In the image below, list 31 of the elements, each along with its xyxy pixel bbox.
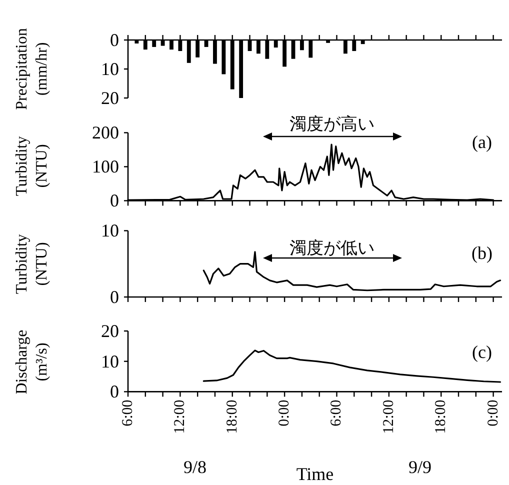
x-tick-label: 0:00 <box>485 400 502 426</box>
text: 9/9 <box>408 457 432 477</box>
text: 9/8 <box>183 457 207 477</box>
y-tick-label: 200 <box>92 122 119 143</box>
y-tick-label: 0 <box>110 382 119 402</box>
x-tick-label: 6:00 <box>120 400 136 426</box>
annotation: 濁度が高い <box>290 114 374 134</box>
y-axis-title: Turbidity (NTU) <box>14 234 50 294</box>
y-tick-label: 10 <box>101 220 119 241</box>
annotation: (c) <box>472 342 492 362</box>
y-tick-label: 20 <box>101 88 119 108</box>
x-axis-title: Time <box>296 464 334 484</box>
x-tick-label: 12:00 <box>172 400 188 434</box>
y-axis-title: Discharge (m³/s) <box>14 330 50 394</box>
y-tick-label: 10 <box>101 59 119 79</box>
annotation: (b) <box>472 243 492 263</box>
y-tick-label: 20 <box>101 321 119 341</box>
y-tick-label: 0 <box>110 30 119 50</box>
y-axis-title: Turbidity (NTU) <box>14 136 50 196</box>
y-axis-title: Precipitation (mm/hr) <box>14 28 50 110</box>
y-tick-label: 100 <box>92 156 119 177</box>
x-tick-label: 6:00 <box>328 400 345 426</box>
x-tick-label: 12:00 <box>380 400 397 434</box>
y-tick-label: 0 <box>110 190 119 211</box>
x-tick-label: 0:00 <box>276 400 293 426</box>
y-tick-label: 10 <box>101 351 119 372</box>
x-tick-label: 18:00 <box>433 400 450 434</box>
annotation: 濁度が低い <box>290 238 374 258</box>
annotation: (a) <box>472 132 492 152</box>
y-tick-label: 0 <box>110 287 119 307</box>
x-tick-label: 18:00 <box>224 400 240 434</box>
